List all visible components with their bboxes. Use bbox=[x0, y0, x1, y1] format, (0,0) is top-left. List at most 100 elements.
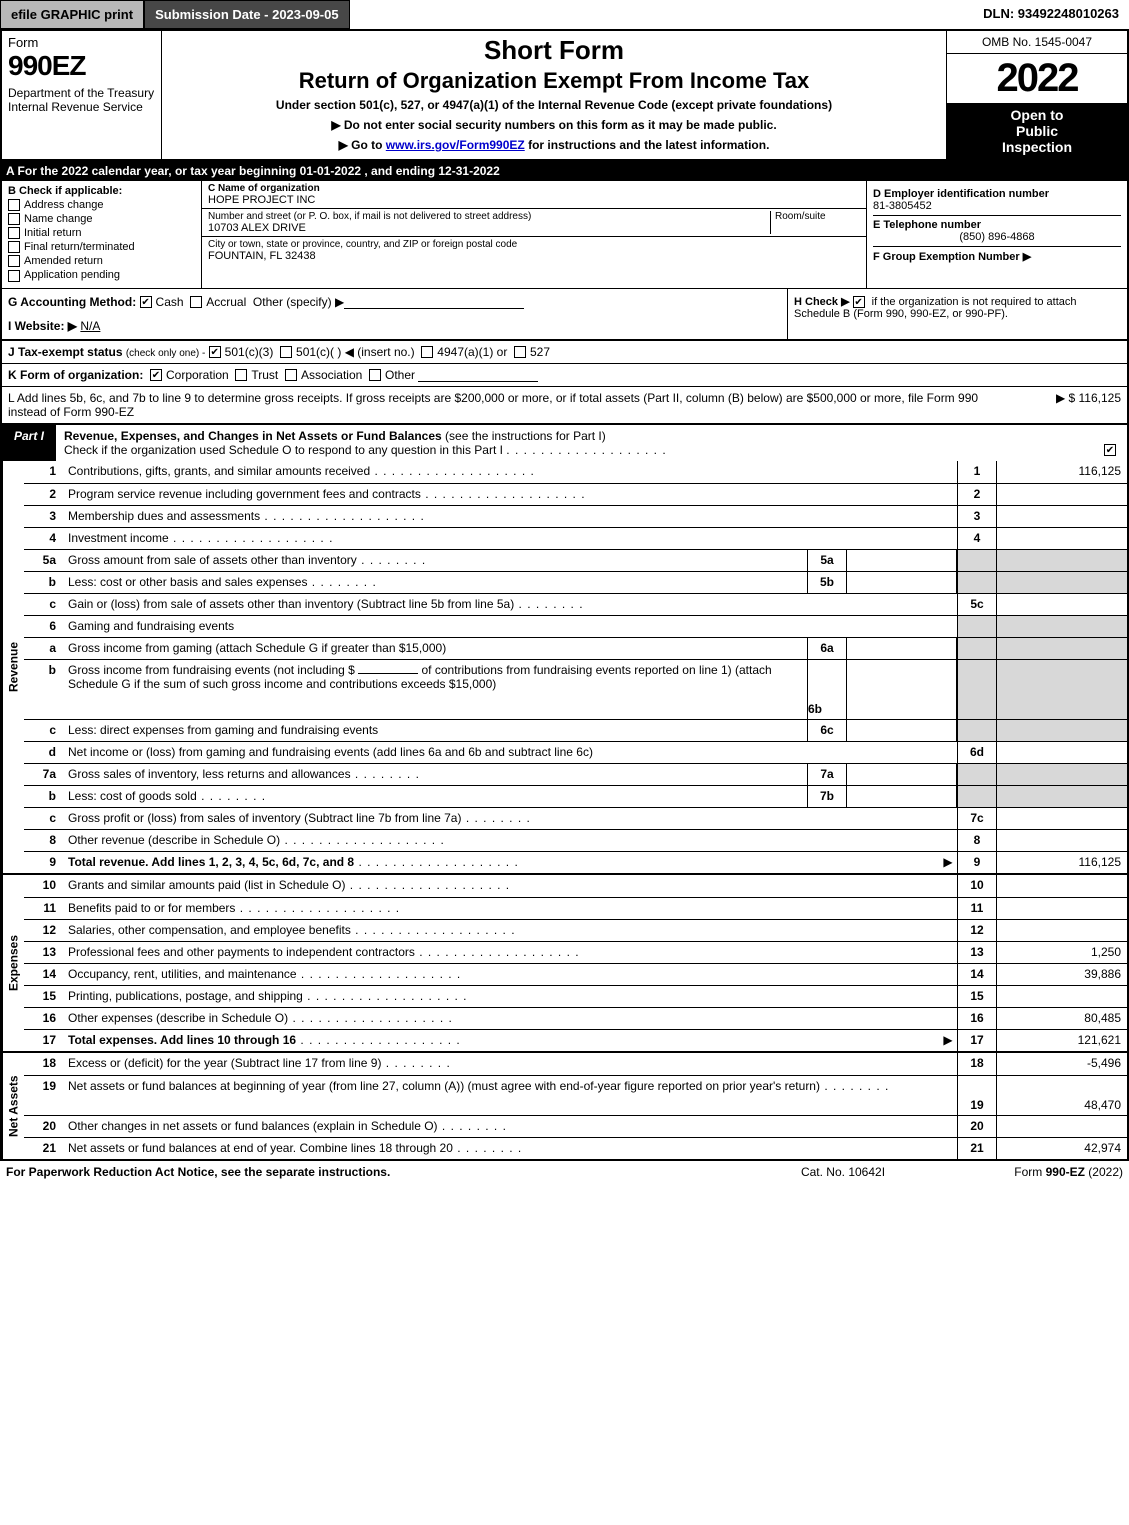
ln-7b-num: b bbox=[24, 786, 62, 807]
j-opt-2: 4947(a)(1) or bbox=[437, 345, 507, 359]
chk-corporation[interactable]: ✔ bbox=[150, 369, 162, 381]
c-name-label: C Name of organization bbox=[208, 183, 320, 194]
chk-cash[interactable]: ✔ bbox=[140, 296, 152, 308]
submission-date-button[interactable]: Submission Date - 2023-09-05 bbox=[144, 0, 350, 29]
f-group-row: F Group Exemption Number ▶ bbox=[873, 247, 1121, 263]
ln-7b-subval bbox=[847, 786, 957, 807]
department-text: Department of the Treasury Internal Reve… bbox=[8, 86, 155, 114]
form-word: Form bbox=[8, 35, 155, 50]
ln-2-desc: Program service revenue including govern… bbox=[62, 484, 957, 505]
side-netassets: Net Assets bbox=[2, 1053, 24, 1159]
footer-right-pre: Form bbox=[1014, 1165, 1045, 1179]
g-other-blank bbox=[344, 297, 524, 309]
ln-6b-val bbox=[997, 660, 1127, 719]
footer-right-bold: 990-EZ bbox=[1046, 1165, 1085, 1179]
ln-6b-desc: Gross income from fundraising events (no… bbox=[62, 660, 807, 719]
ln-3-code: 3 bbox=[957, 506, 997, 527]
ln-2-num: 2 bbox=[24, 484, 62, 505]
ln-6a-sub: 6a bbox=[807, 638, 847, 659]
goto-note: ▶ Go to www.irs.gov/Form990EZ for instru… bbox=[168, 138, 940, 152]
ln-10-desc: Grants and similar amounts paid (list in… bbox=[62, 875, 957, 897]
org-address: 10703 ALEX DRIVE bbox=[208, 222, 770, 234]
ln-6b-code bbox=[957, 660, 997, 719]
row-5a: 5a Gross amount from sale of assets othe… bbox=[24, 549, 1127, 571]
chk-4947[interactable] bbox=[421, 346, 433, 358]
table-netassets: Net Assets 18 Excess or (deficit) for th… bbox=[0, 1053, 1129, 1161]
ln-6b-sub: 6b bbox=[807, 660, 847, 719]
c-name-row: C Name of organization HOPE PROJECT INC bbox=[202, 181, 866, 209]
ln-21-code: 21 bbox=[957, 1138, 997, 1159]
ln-6b-subval bbox=[847, 660, 957, 719]
ln-15-desc: Printing, publications, postage, and shi… bbox=[62, 986, 957, 1007]
ln-6d-num: d bbox=[24, 742, 62, 763]
e-tel-row: E Telephone number (850) 896-4868 bbox=[873, 216, 1121, 247]
ln-19-desc: Net assets or fund balances at beginning… bbox=[62, 1076, 957, 1115]
row-6: 6 Gaming and fundraising events bbox=[24, 615, 1127, 637]
ln-1-desc: Contributions, gifts, grants, and simila… bbox=[62, 461, 957, 483]
ln-5b-subval bbox=[847, 572, 957, 593]
ln-9-num: 9 bbox=[24, 852, 62, 873]
chk-other-org[interactable] bbox=[369, 369, 381, 381]
chk-name-change[interactable] bbox=[8, 213, 20, 225]
part1-check-col: ✔ bbox=[1097, 425, 1127, 461]
chk-initial-return[interactable] bbox=[8, 227, 20, 239]
website-value: N/A bbox=[80, 319, 100, 333]
ln-7b-desc: Less: cost of goods sold bbox=[62, 786, 807, 807]
ln-6d-desc: Net income or (loss) from gaming and fun… bbox=[62, 742, 957, 763]
chk-amended-return[interactable] bbox=[8, 255, 20, 267]
chk-part1-schedule-o[interactable]: ✔ bbox=[1104, 444, 1116, 456]
ln-7a-sub: 7a bbox=[807, 764, 847, 785]
ln-7a-subval bbox=[847, 764, 957, 785]
b-opt-1: Name change bbox=[24, 213, 93, 225]
ln-4-val bbox=[997, 528, 1127, 549]
row-5c: c Gain or (loss) from sale of assets oth… bbox=[24, 593, 1127, 615]
row-11: 11 Benefits paid to or for members 11 bbox=[24, 897, 1127, 919]
ln-6-num: 6 bbox=[24, 616, 62, 637]
chk-h[interactable]: ✔ bbox=[853, 296, 865, 308]
chk-accrual[interactable] bbox=[190, 296, 202, 308]
chk-association[interactable] bbox=[285, 369, 297, 381]
column-d: D Employer identification number 81-3805… bbox=[867, 181, 1127, 288]
ln-7a-val bbox=[997, 764, 1127, 785]
ln-18-desc: Excess or (deficit) for the year (Subtra… bbox=[62, 1053, 957, 1075]
c-city-label: City or town, state or province, country… bbox=[208, 239, 517, 250]
j-opt-0: 501(c)(3) bbox=[225, 345, 274, 359]
chk-application-pending[interactable] bbox=[8, 270, 20, 282]
ln-15-num: 15 bbox=[24, 986, 62, 1007]
chk-address-change[interactable] bbox=[8, 199, 20, 211]
ln-9-bold: Total revenue. Add lines 1, 2, 3, 4, 5c,… bbox=[68, 855, 354, 869]
ln-1-num: 1 bbox=[24, 461, 62, 483]
ln-7b-code bbox=[957, 786, 997, 807]
ln-17-num: 17 bbox=[24, 1030, 62, 1051]
chk-527[interactable] bbox=[514, 346, 526, 358]
b-opt-3: Final return/terminated bbox=[24, 241, 135, 253]
chk-final-return[interactable] bbox=[8, 241, 20, 253]
ln-6d-code: 6d bbox=[957, 742, 997, 763]
section-k: K Form of organization: ✔Corporation Tru… bbox=[0, 363, 1129, 386]
chk-trust[interactable] bbox=[235, 369, 247, 381]
h-box: H Check ▶ ✔ if the organization is not r… bbox=[787, 289, 1127, 339]
ln-8-num: 8 bbox=[24, 830, 62, 851]
ln-21-val: 42,974 bbox=[997, 1138, 1127, 1159]
j-opt-3: 527 bbox=[530, 345, 550, 359]
ln-6c-code bbox=[957, 720, 997, 741]
row-15: 15 Printing, publications, postage, and … bbox=[24, 985, 1127, 1007]
b-opt-0: Address change bbox=[24, 199, 104, 211]
footer-left: For Paperwork Reduction Act Notice, see … bbox=[6, 1165, 743, 1179]
line-a: A For the 2022 calendar year, or tax yea… bbox=[0, 161, 1129, 181]
side-expenses: Expenses bbox=[2, 875, 24, 1051]
row-13: 13 Professional fees and other payments … bbox=[24, 941, 1127, 963]
irs-link[interactable]: www.irs.gov/Form990EZ bbox=[386, 138, 525, 152]
ln-5c-val bbox=[997, 594, 1127, 615]
g-accrual: Accrual bbox=[206, 295, 246, 309]
ln-7c-num: c bbox=[24, 808, 62, 829]
h-label: H Check ▶ bbox=[794, 296, 850, 308]
section-bcd: B Check if applicable: Address change Na… bbox=[0, 181, 1129, 288]
ln-16-code: 16 bbox=[957, 1008, 997, 1029]
chk-501c3[interactable]: ✔ bbox=[209, 346, 221, 358]
ln-20-val bbox=[997, 1116, 1127, 1137]
ln-4-code: 4 bbox=[957, 528, 997, 549]
efile-print-button[interactable]: efile GRAPHIC print bbox=[0, 0, 144, 29]
ln-6a-code bbox=[957, 638, 997, 659]
chk-501c[interactable] bbox=[280, 346, 292, 358]
